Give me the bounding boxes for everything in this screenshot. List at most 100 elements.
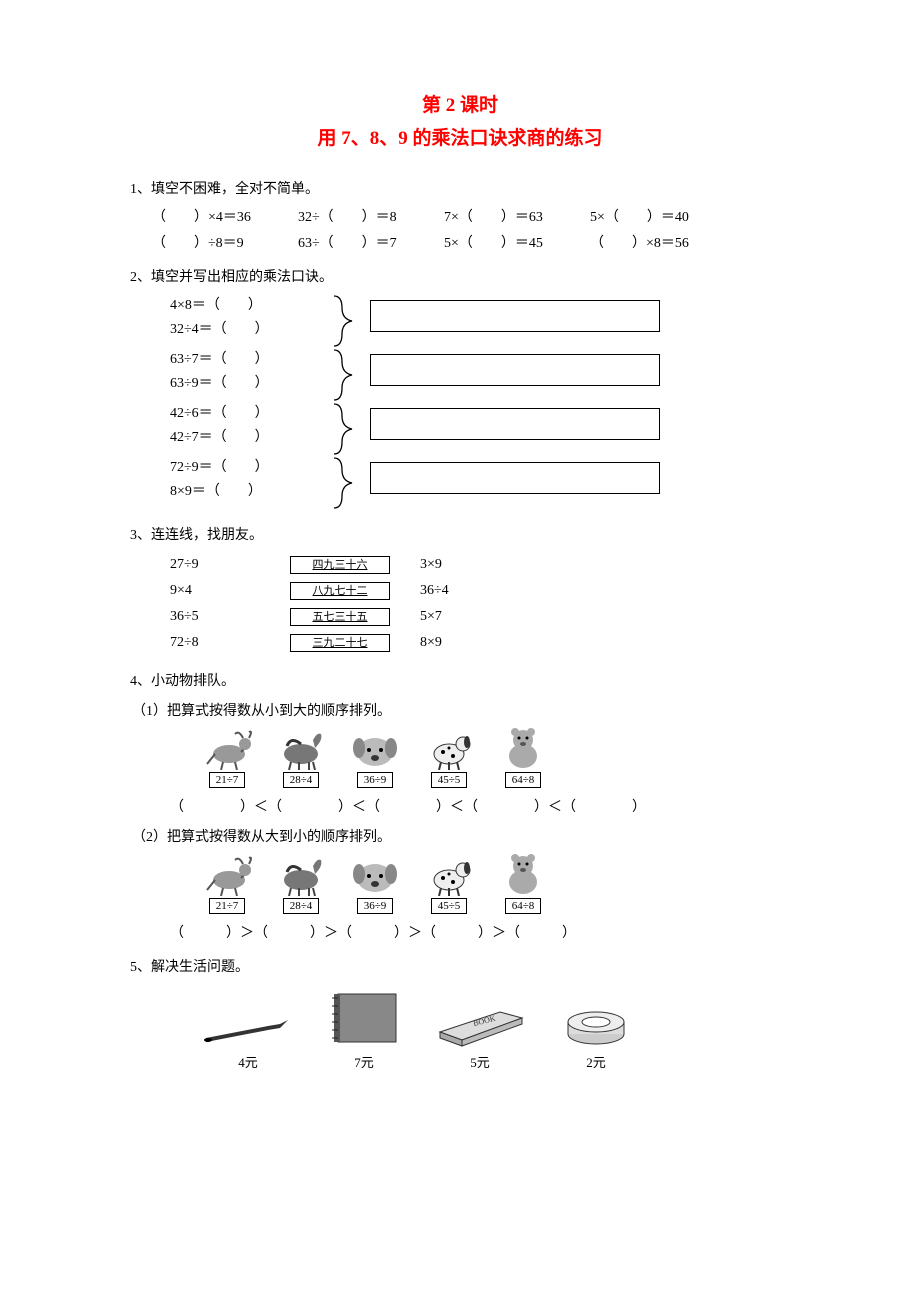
idiom-answer-box[interactable] xyxy=(370,462,660,494)
q2-container: 4×8＝（ ）32÷4＝（ ）63÷7＝（ ）63÷9＝（ ）42÷6＝（ ）4… xyxy=(130,294,790,510)
q1-row: （ ）÷8＝9 63÷（ ）＝7 5×（ ）＝45 （ ）×8＝56 xyxy=(152,232,790,252)
idiom-answer-box[interactable] xyxy=(370,354,660,386)
compare-gt-row[interactable]: （ ）＞（ ）＞（ ）＞（ ）＞（ ） xyxy=(170,922,790,942)
q3-right-expr[interactable]: 5×7 xyxy=(420,609,520,625)
brace-icon xyxy=(330,456,360,510)
q4-sub1: （1）把算式按得数从小到大的顺序排列。 xyxy=(132,700,790,720)
idiom-answer-box[interactable] xyxy=(370,408,660,440)
q2-expr[interactable]: 32÷4＝（ ） xyxy=(170,318,328,342)
idiom-box[interactable]: 四九三十六 xyxy=(290,556,390,574)
animal-expr-box: 21÷7 xyxy=(209,898,246,914)
q3-right-expr[interactable]: 8×9 xyxy=(420,635,520,651)
animal-item: 36÷9 xyxy=(338,850,412,914)
animal-icon xyxy=(421,850,477,896)
idiom-box[interactable]: 八九七十二 xyxy=(290,582,390,600)
title-block: 第 2 课时 用 7、8、9 的乘法口诀求商的练习 xyxy=(130,90,790,150)
q2-expr[interactable]: 42÷6＝（ ） xyxy=(170,402,328,426)
q2-expr[interactable]: 8×9＝（ ） xyxy=(170,480,328,504)
q2-group: 42÷6＝（ ）42÷7＝（ ） xyxy=(170,402,790,456)
q1-blank[interactable]: 5×（ ）＝45 xyxy=(444,232,590,252)
animals-row: 21÷728÷436÷945÷564÷8 xyxy=(190,850,790,914)
item-price: 5元 xyxy=(422,1052,538,1071)
q3-idiom-cell: 四九三十六 xyxy=(290,556,420,574)
page-title-line1: 第 2 课时 xyxy=(130,90,790,117)
q3-idiom-cell: 三九二十七 xyxy=(290,634,420,652)
animal-icon xyxy=(347,850,403,896)
q2-expr[interactable]: 72÷9＝（ ） xyxy=(170,456,328,480)
q1-blank[interactable]: 63÷（ ）＝7 xyxy=(298,232,444,252)
shop-item: 4元 xyxy=(190,1010,306,1071)
pen-icon xyxy=(198,1010,298,1048)
animal-expr-box: 64÷8 xyxy=(505,772,542,788)
idiom-box[interactable]: 五七三十五 xyxy=(290,608,390,626)
q2-group: 63÷7＝（ ）63÷9＝（ ） xyxy=(170,348,790,402)
q1-blank[interactable]: （ ）×4＝36 xyxy=(152,206,298,226)
q5-heading: 5、解决生活问题。 xyxy=(130,956,790,976)
q2-expr[interactable]: 63÷7＝（ ） xyxy=(170,348,328,372)
q5-items: 4元7元 BOOK 5元2元 xyxy=(190,988,790,1071)
animal-item: 21÷7 xyxy=(190,850,264,914)
q3-row: 72÷8三九二十七 8×9 xyxy=(170,630,790,656)
q3-idiom-cell: 八九七十二 xyxy=(290,582,420,600)
animal-icon xyxy=(273,724,329,770)
q1-blank[interactable]: 32÷（ ）＝8 xyxy=(298,206,444,226)
q3-left-expr[interactable]: 72÷8 xyxy=(170,635,290,651)
item-price: 2元 xyxy=(538,1052,654,1071)
animal-icon xyxy=(495,724,551,770)
animal-item: 36÷9 xyxy=(338,724,412,788)
brace-icon xyxy=(330,348,360,402)
compare-lt-row[interactable]: （ ）＜（ ）＜（ ）＜（ ）＜（ ） xyxy=(170,796,790,816)
animal-item: 28÷4 xyxy=(264,850,338,914)
q3-row: 27÷9四九三十六 3×9 xyxy=(170,552,790,578)
shop-item: 7元 xyxy=(306,988,422,1071)
q3-right-expr[interactable]: 36÷4 xyxy=(420,583,520,599)
animal-icon xyxy=(421,724,477,770)
q2-heading: 2、填空并写出相应的乘法口诀。 xyxy=(130,266,790,286)
tape-icon xyxy=(561,1004,631,1048)
brace-icon xyxy=(330,402,360,456)
animal-expr-box: 36÷9 xyxy=(357,772,394,788)
q3-right-expr[interactable]: 3×9 xyxy=(420,557,520,573)
q1-blank[interactable]: 5×（ ）＝40 xyxy=(590,206,736,226)
animal-item: 45÷5 xyxy=(412,850,486,914)
q1-heading: 1、填空不困难，全对不简单。 xyxy=(130,178,790,198)
idiom-box[interactable]: 三九二十七 xyxy=(290,634,390,652)
animal-icon xyxy=(495,850,551,896)
q1-blank[interactable]: 7×（ ）＝63 xyxy=(444,206,590,226)
item-price: 7元 xyxy=(306,1052,422,1071)
idiom-answer-box[interactable] xyxy=(370,300,660,332)
animal-icon xyxy=(347,724,403,770)
notebook-icon xyxy=(324,988,404,1048)
animal-expr-box: 28÷4 xyxy=(283,898,320,914)
q2-expr[interactable]: 42÷7＝（ ） xyxy=(170,426,328,450)
q2-group: 4×8＝（ ）32÷4＝（ ） xyxy=(170,294,790,348)
animal-icon xyxy=(199,724,255,770)
q3-left-expr[interactable]: 9×4 xyxy=(170,583,290,599)
q3-row: 36÷5五七三十五 5×7 xyxy=(170,604,790,630)
q4-heading: 4、小动物排队。 xyxy=(130,670,790,690)
q4-sub2: （2）把算式按得数从大到小的顺序排列。 xyxy=(132,826,790,846)
animal-expr-box: 28÷4 xyxy=(283,772,320,788)
animal-expr-box: 45÷5 xyxy=(431,898,468,914)
animal-icon xyxy=(199,850,255,896)
q3-left-expr[interactable]: 36÷5 xyxy=(170,609,290,625)
q2-group: 72÷9＝（ ）8×9＝（ ） xyxy=(170,456,790,510)
animal-expr-box: 21÷7 xyxy=(209,772,246,788)
animals-row: 21÷7 28÷4 36÷9 45÷5 64÷8 xyxy=(190,724,790,788)
book-icon: BOOK xyxy=(430,998,530,1048)
q1-row: （ ）×4＝36 32÷（ ）＝8 7×（ ）＝63 5×（ ）＝40 xyxy=(152,206,790,226)
animal-expr-box: 45÷5 xyxy=(431,772,468,788)
q2-expr[interactable]: 63÷9＝（ ） xyxy=(170,372,328,396)
page-title-line2: 用 7、8、9 的乘法口诀求商的练习 xyxy=(130,123,790,150)
animal-item: 64÷8 xyxy=(486,724,560,788)
q1-blank[interactable]: （ ）÷8＝9 xyxy=(152,232,298,252)
shop-item: 2元 xyxy=(538,1004,654,1071)
q3-idiom-cell: 五七三十五 xyxy=(290,608,420,626)
animal-icon xyxy=(273,850,329,896)
brace-icon xyxy=(330,294,360,348)
animal-item: 21÷7 xyxy=(190,724,264,788)
q3-left-expr[interactable]: 27÷9 xyxy=(170,557,290,573)
q2-expr[interactable]: 4×8＝（ ） xyxy=(170,294,328,318)
q3-block: 27÷9四九三十六 3×9 9×4八九七十二 36÷4 36÷5五七三十五 5×7 72÷8… xyxy=(170,552,790,656)
q1-blank[interactable]: （ ）×8＝56 xyxy=(590,232,736,252)
